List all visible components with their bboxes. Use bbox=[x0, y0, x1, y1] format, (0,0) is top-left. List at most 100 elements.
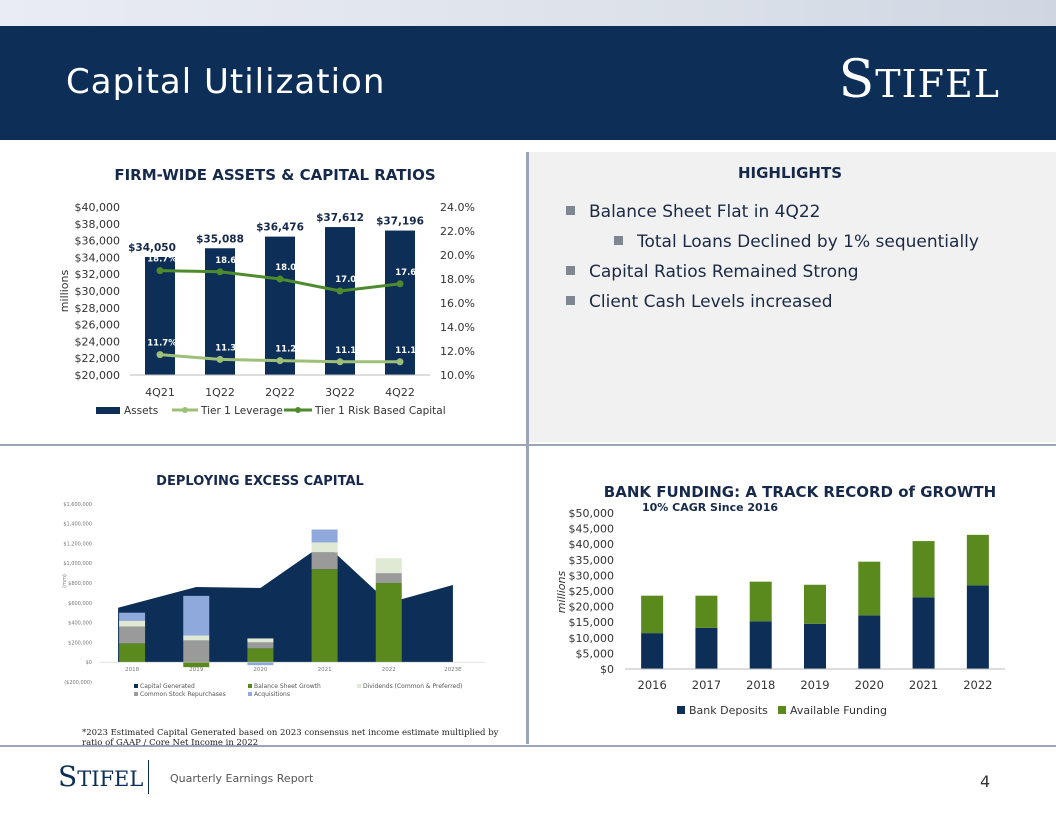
bullet-square-icon bbox=[566, 296, 575, 305]
y-tick-label: $50,000 bbox=[569, 507, 615, 520]
bank-deposits-bar bbox=[966, 585, 989, 669]
assets-value-label: $34,050 bbox=[128, 242, 176, 254]
x-tick-label: 4Q21 bbox=[145, 386, 175, 399]
page-number: 4 bbox=[980, 772, 991, 791]
dividends-common-preferred-bar bbox=[247, 638, 274, 643]
tier1-risk-label: 18.6% bbox=[215, 256, 245, 266]
header-bar bbox=[0, 26, 1056, 140]
y-axis-label: millions bbox=[555, 571, 568, 614]
legend-assets-swatch bbox=[96, 407, 120, 414]
y-tick-label: $22,000 bbox=[75, 352, 121, 365]
y-tick-label: $20,000 bbox=[75, 369, 121, 382]
legend-swatch bbox=[248, 684, 252, 688]
assets-value-label: $37,612 bbox=[316, 212, 364, 224]
assets-bar bbox=[385, 230, 415, 375]
highlights-panel bbox=[528, 152, 1056, 442]
x-tick-label: 2022 bbox=[963, 678, 992, 692]
tier1-risk-label: 17.0% bbox=[335, 275, 365, 285]
dividends-common-preferred-bar bbox=[119, 620, 146, 627]
y-tick-label: $28,000 bbox=[75, 302, 121, 315]
acquisitions-bar bbox=[311, 529, 338, 543]
available-funding-bar bbox=[912, 541, 935, 598]
legend-swatch bbox=[357, 684, 361, 688]
tier1-leverage-point bbox=[336, 358, 344, 366]
footer-text: Quarterly Earnings Report bbox=[170, 772, 314, 785]
legend-label: Common Stock Repurchases bbox=[140, 691, 226, 698]
highlight-item: Balance Sheet Flat in 4Q22 bbox=[566, 202, 820, 222]
tier1-risk-point bbox=[216, 268, 224, 276]
y-tick-label: $400,000 bbox=[68, 621, 92, 627]
y-tick-label: $800,000 bbox=[68, 581, 92, 587]
divider-bottom bbox=[0, 745, 1056, 747]
tier1-risk-label: 17.6% bbox=[395, 268, 425, 278]
tier1-leverage-label: 11.1% bbox=[335, 346, 365, 356]
y-tick-label: $1,400,000 bbox=[63, 522, 92, 528]
footnote: *2023 Estimated Capital Generated based … bbox=[82, 728, 499, 748]
dividends-common-preferred-bar bbox=[183, 635, 210, 641]
page-title: Capital Utilization bbox=[66, 62, 386, 102]
legend-label: Dividends (Common & Preferred) bbox=[363, 683, 462, 690]
x-tick-label: 2018 bbox=[125, 667, 139, 673]
legend-risk-marker bbox=[295, 407, 301, 413]
legend-swatch bbox=[134, 692, 138, 696]
y2-tick-label: 10.0% bbox=[440, 369, 475, 382]
highlight-item: Client Cash Levels increased bbox=[566, 292, 833, 312]
available-funding-bar bbox=[804, 584, 826, 624]
tier1-leverage-label: 11.7% bbox=[147, 339, 177, 349]
deploying-capital-chart: ($200,000) $0 $200,000 $400,000 $600,000 $800… bbox=[62, 502, 485, 698]
balance-sheet-growth-bar bbox=[247, 648, 274, 663]
y-tick-label: $30,000 bbox=[569, 569, 615, 582]
tier1-leverage-label: 11.3% bbox=[215, 343, 245, 353]
y2-tick-label: 24.0% bbox=[440, 201, 475, 214]
y-axis-label: millions bbox=[58, 270, 71, 313]
bank-deposits-bar bbox=[695, 627, 718, 669]
capital-generated-area bbox=[118, 543, 453, 663]
y-tick-label: $1,600,000 bbox=[63, 502, 92, 508]
y-tick-label: $26,000 bbox=[75, 319, 121, 332]
tier1-leverage-point bbox=[396, 358, 404, 366]
legend-label: Balance Sheet Growth bbox=[254, 683, 321, 690]
balance-sheet-growth-bar bbox=[375, 583, 402, 663]
top-strip bbox=[0, 0, 1056, 26]
x-tick-label: 1Q22 bbox=[205, 386, 235, 399]
legend-risk-label: Tier 1 Risk Based Capital bbox=[314, 405, 446, 417]
footer-logo: STIFEL bbox=[58, 760, 144, 793]
common-stock-repurchases-bar bbox=[119, 626, 146, 644]
balance-sheet-growth-bar bbox=[311, 569, 338, 663]
tier1-risk-point bbox=[396, 280, 404, 288]
y-tick-label: $20,000 bbox=[569, 601, 615, 614]
x-tick-label: 2019 bbox=[800, 678, 829, 692]
legend-assets-label: Assets bbox=[124, 405, 158, 417]
tier1-leverage-point bbox=[216, 355, 224, 363]
bullet-square-icon bbox=[566, 206, 575, 215]
assets-bar bbox=[265, 236, 295, 375]
y2-tick-label: 22.0% bbox=[440, 225, 475, 238]
assets-bar bbox=[325, 227, 355, 375]
bullet-square-icon bbox=[566, 266, 575, 275]
common-stock-repurchases-bar bbox=[375, 573, 402, 583]
x-tick-label: 2019 bbox=[189, 667, 203, 673]
y2-tick-label: 20.0% bbox=[440, 249, 475, 262]
y-tick-label: $34,000 bbox=[75, 251, 121, 264]
chart-title-firm-wide: FIRM-WIDE ASSETS & CAPITAL RATIOS bbox=[114, 166, 436, 184]
footer-separator bbox=[148, 760, 149, 794]
x-tick-label: 2016 bbox=[638, 678, 667, 692]
bank-deposits-bar bbox=[858, 615, 881, 669]
assets-value-label: $37,196 bbox=[376, 216, 424, 228]
legend-label: Acquisitions bbox=[254, 691, 290, 698]
y-tick-label: $45,000 bbox=[569, 523, 615, 536]
y-tick-label: $40,000 bbox=[75, 201, 121, 214]
x-tick-label: 2023E bbox=[444, 667, 462, 673]
y-tick-label: $25,000 bbox=[569, 585, 615, 598]
common-stock-repurchases-bar bbox=[311, 552, 338, 570]
legend-swatch bbox=[248, 692, 252, 696]
divider-horizontal bbox=[0, 444, 1056, 446]
bank-deposits-bar bbox=[804, 623, 826, 669]
tier1-risk-point bbox=[336, 287, 344, 295]
acquisitions-bar bbox=[247, 662, 274, 666]
y-tick-label: $36,000 bbox=[75, 235, 121, 248]
balance-sheet-growth-bar bbox=[119, 643, 146, 663]
legend-leverage-label: Tier 1 Leverage bbox=[200, 405, 283, 417]
x-tick-label: 4Q22 bbox=[385, 386, 415, 399]
y-tick-label: $1,000,000 bbox=[63, 561, 92, 567]
